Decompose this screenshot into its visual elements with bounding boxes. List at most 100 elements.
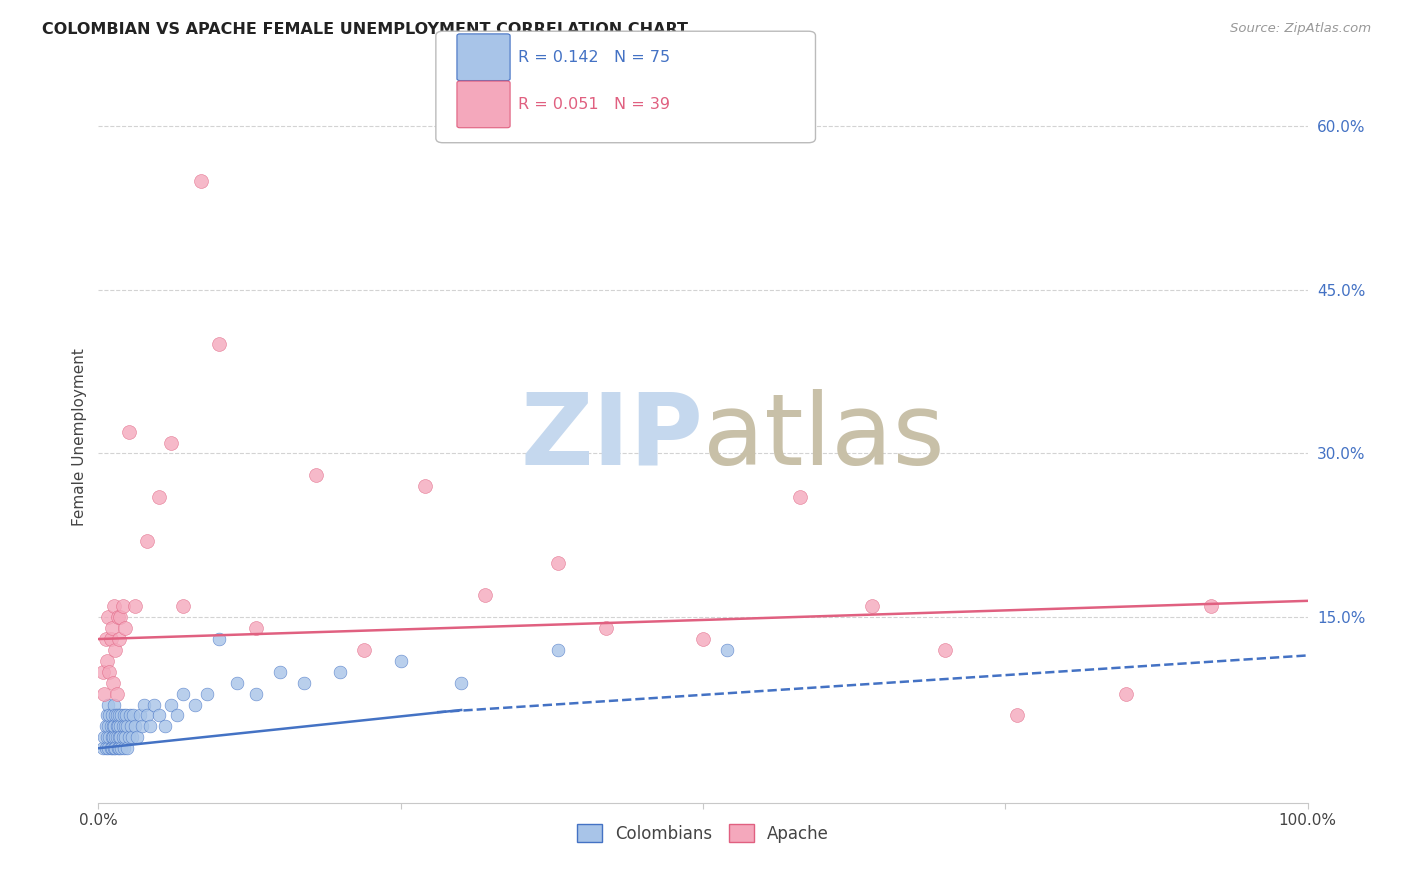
Point <box>111 719 134 733</box>
Point <box>100 621 122 635</box>
Point <box>108 741 131 756</box>
Point <box>190 173 212 187</box>
Point <box>860 599 883 614</box>
Point <box>135 708 157 723</box>
Point <box>101 731 124 745</box>
Point <box>97 741 120 756</box>
Point <box>226 675 249 690</box>
Point <box>208 632 231 646</box>
Point <box>148 708 170 723</box>
Point <box>329 665 352 679</box>
Point <box>305 468 328 483</box>
Point <box>91 665 114 679</box>
Point <box>115 708 138 723</box>
Point <box>101 719 124 733</box>
Point <box>172 687 194 701</box>
Point <box>131 719 153 733</box>
Point <box>166 708 188 723</box>
Point <box>245 621 267 635</box>
Text: COLOMBIAN VS APACHE FEMALE UNEMPLOYMENT CORRELATION CHART: COLOMBIAN VS APACHE FEMALE UNEMPLOYMENT … <box>42 22 688 37</box>
Point <box>107 719 129 733</box>
Point <box>101 675 124 690</box>
Point <box>108 610 131 624</box>
Point <box>269 665 291 679</box>
Point <box>93 687 115 701</box>
Point <box>93 731 115 745</box>
Point <box>148 490 170 504</box>
Point <box>139 719 162 733</box>
Point <box>450 675 472 690</box>
Point <box>97 610 120 624</box>
Point <box>474 588 496 602</box>
Point <box>112 708 135 723</box>
Point <box>124 599 146 614</box>
Point <box>100 632 122 646</box>
Point <box>122 708 145 723</box>
Point <box>114 719 136 733</box>
Point <box>353 643 375 657</box>
Text: R = 0.142   N = 75: R = 0.142 N = 75 <box>519 50 671 65</box>
Legend: Colombians, Apache: Colombians, Apache <box>571 818 835 849</box>
Point <box>105 708 128 723</box>
Point <box>108 731 131 745</box>
Point <box>108 731 131 745</box>
Y-axis label: Female Unemployment: Female Unemployment <box>72 348 87 526</box>
Point <box>98 665 121 679</box>
Point <box>114 731 136 745</box>
Point <box>94 741 117 756</box>
Point <box>195 687 218 701</box>
Point <box>172 599 194 614</box>
Point <box>96 708 118 723</box>
Point <box>153 719 176 733</box>
Point <box>104 643 127 657</box>
Point <box>716 643 738 657</box>
Text: R = 0.051   N = 39: R = 0.051 N = 39 <box>519 97 671 112</box>
Point <box>107 741 129 756</box>
Point <box>789 490 811 504</box>
Point <box>111 731 134 745</box>
Point <box>143 698 166 712</box>
Point <box>100 731 122 745</box>
Point <box>100 741 122 756</box>
Point <box>547 556 569 570</box>
Point <box>105 719 128 733</box>
Point <box>245 687 267 701</box>
Point <box>118 425 141 439</box>
Point <box>105 687 128 701</box>
Point <box>292 675 315 690</box>
Point <box>108 632 131 646</box>
Point <box>104 741 127 756</box>
Point <box>118 708 141 723</box>
Point <box>128 708 150 723</box>
Point <box>104 708 127 723</box>
Point <box>108 719 131 733</box>
Point <box>103 698 125 712</box>
Point <box>110 708 132 723</box>
Point <box>134 698 156 712</box>
Point <box>98 731 121 745</box>
Point <box>120 719 142 733</box>
Point <box>96 654 118 668</box>
Point <box>934 643 956 657</box>
Point <box>103 741 125 756</box>
Point <box>389 654 412 668</box>
Point <box>184 698 207 712</box>
Point <box>103 599 125 614</box>
Point <box>127 731 149 745</box>
Point <box>1007 708 1029 723</box>
Point <box>100 741 122 756</box>
Point <box>692 632 714 646</box>
Point <box>114 621 136 635</box>
Point <box>547 643 569 657</box>
Point <box>118 731 141 745</box>
Point <box>595 621 617 635</box>
Text: atlas: atlas <box>703 389 945 485</box>
Point <box>94 719 117 733</box>
Point <box>160 698 183 712</box>
Point <box>112 741 135 756</box>
Point <box>105 731 128 745</box>
Point <box>124 719 146 733</box>
Point <box>96 731 118 745</box>
Point <box>97 698 120 712</box>
Text: Source: ZipAtlas.com: Source: ZipAtlas.com <box>1230 22 1371 36</box>
